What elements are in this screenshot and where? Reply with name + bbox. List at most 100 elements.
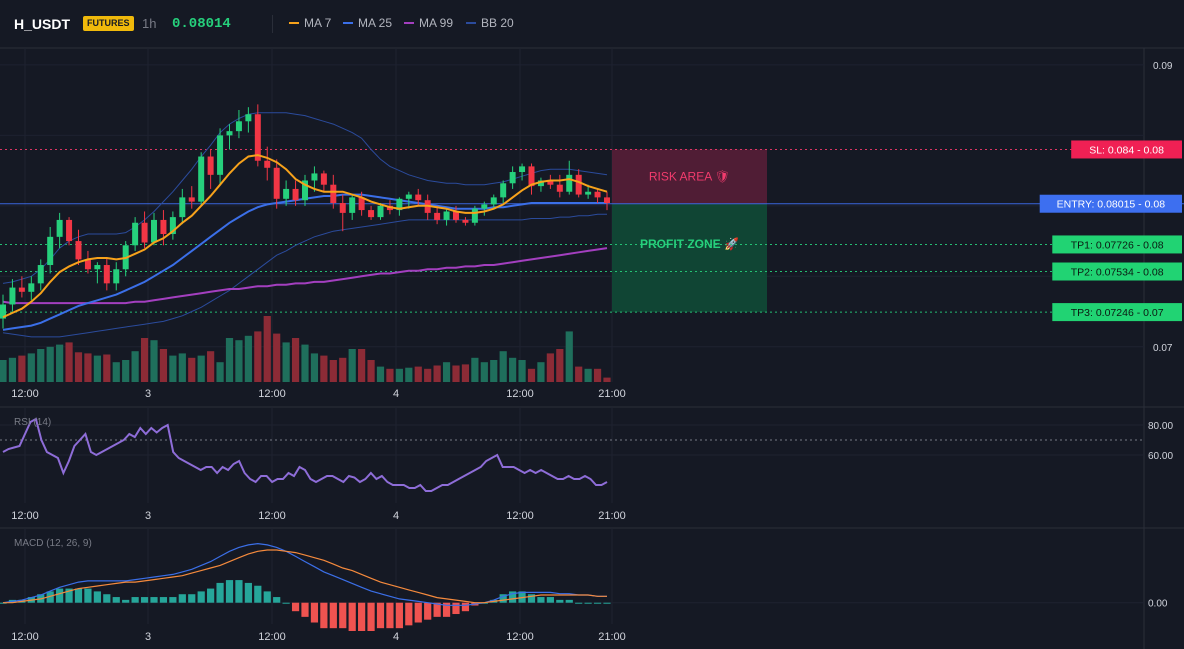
macd-histogram-bar [282,602,290,604]
symbol-name[interactable]: H_USDT [14,16,71,32]
candle-body [604,197,610,204]
volume-bar [188,357,196,382]
macd-histogram-bar [216,582,224,603]
candle-body [415,194,422,201]
volume-bar [490,360,498,382]
macd-histogram-bar [348,602,356,631]
bb-lower-line [2,213,607,338]
candle-body [405,194,412,199]
tp1-level-tag [1052,235,1182,254]
volume-bar [74,352,83,382]
macd-histogram-bar [74,588,83,603]
volume-bar [499,351,507,382]
macd-histogram-bar [46,591,54,603]
volume-bar [376,366,385,382]
legend-bb20[interactable]: BB 20 [466,16,514,30]
volume-bar [84,353,92,382]
macd-histogram-bar [301,602,309,617]
candle-body [339,203,346,213]
macd-histogram-bar [122,599,130,603]
macd-histogram-bar [376,602,385,629]
macd-histogram-bar [273,597,281,603]
volume-bar [310,353,319,382]
candle-body [84,259,91,270]
macd-histogram-bar [556,599,564,603]
last-price: 0.08014 [172,16,231,32]
volume-bar [65,342,73,382]
time-tick-label: 12:00 [11,631,39,643]
volume-bar [207,351,215,382]
candle-body [28,283,35,292]
candle-body [254,114,261,161]
macd-histogram-bar [103,594,111,603]
volume-bar [593,368,602,382]
volume-bar [603,377,611,382]
macd-histogram-bar [414,602,422,623]
time-tick-label: 12:00 [506,631,534,643]
macd-histogram-bar [291,602,300,612]
volume-bar [301,344,309,382]
ma99-swatch [404,21,414,24]
macd-histogram-bar [537,597,545,603]
candle-body [37,265,44,284]
candle-body [462,219,469,223]
macd-histogram-bar [235,580,243,603]
macd-histogram-bar [433,602,441,617]
volume-bar [235,340,243,382]
volume-bar [0,360,7,382]
header-divider [272,15,273,33]
macd-histogram-bar [65,588,73,603]
macd-histogram-bar [424,602,432,620]
legend-ma7[interactable]: MA 7 [289,16,331,30]
candle-body [330,184,337,204]
candle-body [94,265,101,270]
candle-body [235,121,242,132]
macd-histogram-bar [150,597,158,603]
macd-histogram-bar [320,602,328,629]
candle-body [509,172,516,184]
candle-body [556,184,563,192]
volume-bar [386,368,394,382]
volume-bar [216,362,224,382]
candle-body [226,131,233,136]
candle-body [188,197,195,202]
entry-level-text: ENTRY: 0.08015 - 0.08 [1057,199,1166,211]
macd-histogram-bar [461,602,470,612]
candle-body [179,197,186,218]
volume-bar [537,362,545,382]
volume-bar [395,368,403,382]
volume-bar [27,353,35,382]
macd-histogram-bar [254,585,262,603]
volume-bar [254,331,262,382]
macd-histogram-bar [225,580,234,603]
macd-signal-line [3,549,607,604]
tp1-level-text: TP1: 0.07726 - 0.08 [1071,239,1164,251]
futures-badge: FUTURES [83,16,134,31]
volume-bar [339,357,347,382]
macd-histogram-bar [527,594,536,603]
volume-bar [546,353,554,382]
candle-body [377,205,384,218]
candle-body [0,304,6,319]
candle-body [245,114,252,122]
volume-bar [329,360,337,382]
macd-panel-label: MACD (12, 26, 9) [14,538,92,549]
candle-body [453,211,459,220]
macd-histogram-bar [386,602,394,629]
ma7-swatch [289,21,299,24]
candle-body [443,211,450,220]
candle-body [283,188,290,199]
macd-histogram-bar [197,591,205,603]
volume-bar [518,360,526,382]
time-tick-label: 4 [393,388,399,400]
interval-label[interactable]: 1h [142,16,157,31]
macd-histogram-bar [509,591,517,603]
macd-histogram-bar [56,588,64,603]
volume-bar [93,355,101,382]
legend-ma99[interactable]: MA 99 [404,16,453,30]
legend-ma25[interactable]: MA 25 [343,16,392,30]
candle-body [566,174,573,192]
macd-histogram-bar [358,602,366,631]
candle-body [169,217,176,235]
